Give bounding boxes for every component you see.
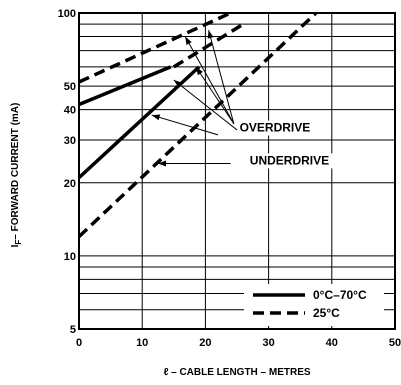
y-tick-label: 50: [64, 81, 76, 93]
y-tick-label: 30: [64, 135, 76, 147]
annotation-arrowhead: [173, 80, 182, 88]
legend-label-0c-70c: 0°C–70°C: [313, 288, 367, 302]
y-axis-title-main: I: [10, 244, 21, 247]
annotation-underdrive: UNDERDRIVE: [250, 153, 329, 167]
annotation-arrow: [173, 79, 238, 131]
annotation-arrows: [151, 30, 338, 169]
y-tick-label: 5: [70, 324, 76, 336]
y-axis-title-subscript: F: [14, 240, 23, 245]
legend-label-25c: 25°C: [313, 306, 340, 320]
legend-background: [244, 284, 384, 326]
series-line-4: [77, 11, 318, 238]
series-line-3: [172, 22, 245, 69]
y-tick-label: 100: [58, 8, 76, 20]
y-tick-label: 40: [64, 105, 76, 117]
annotation-arrowhead: [185, 36, 192, 45]
annotation-arrow: [195, 66, 235, 125]
x-axis-title: ℓ – CABLE LENGTH – METRES: [163, 367, 310, 378]
plot-frame: [78, 12, 396, 330]
y-axis-title: IF– FORWARD CURRENT (mA): [10, 103, 23, 248]
x-tick-labels: 0 10 20 30 40 50: [76, 337, 401, 349]
x-tick-label: 0: [76, 337, 82, 349]
x-tick-label: 20: [199, 337, 211, 349]
y-tick-label: 10: [64, 251, 76, 263]
series-line-2: [78, 11, 232, 84]
annotation-overdrive: OVERDRIVE: [240, 121, 311, 135]
annotation-arrow: [151, 114, 219, 136]
annotation-arrow: [184, 36, 235, 124]
x-tick-label: 50: [389, 337, 401, 349]
annotation-arrowhead: [207, 30, 214, 39]
y-tick-labels: 100 50 40 30 20 10 5: [58, 8, 76, 336]
annotation-background: [234, 120, 315, 136]
y-axis-title-rest: – FORWARD CURRENT (mA): [10, 103, 21, 240]
annotation-arrowhead: [151, 114, 161, 121]
x-tick-label: 10: [136, 337, 148, 349]
y-tick-label: 20: [64, 178, 76, 190]
x-tick-label: 30: [262, 337, 274, 349]
annotation-arrow: [208, 30, 235, 124]
legend: 0°C–70°C 25°C: [244, 284, 384, 326]
annotation-background: [241, 153, 338, 169]
x-tick-label: 40: [326, 337, 338, 349]
annotation-arrowhead: [158, 160, 166, 167]
annotation-arrowhead: [195, 66, 203, 76]
series-line-0: [78, 65, 172, 107]
